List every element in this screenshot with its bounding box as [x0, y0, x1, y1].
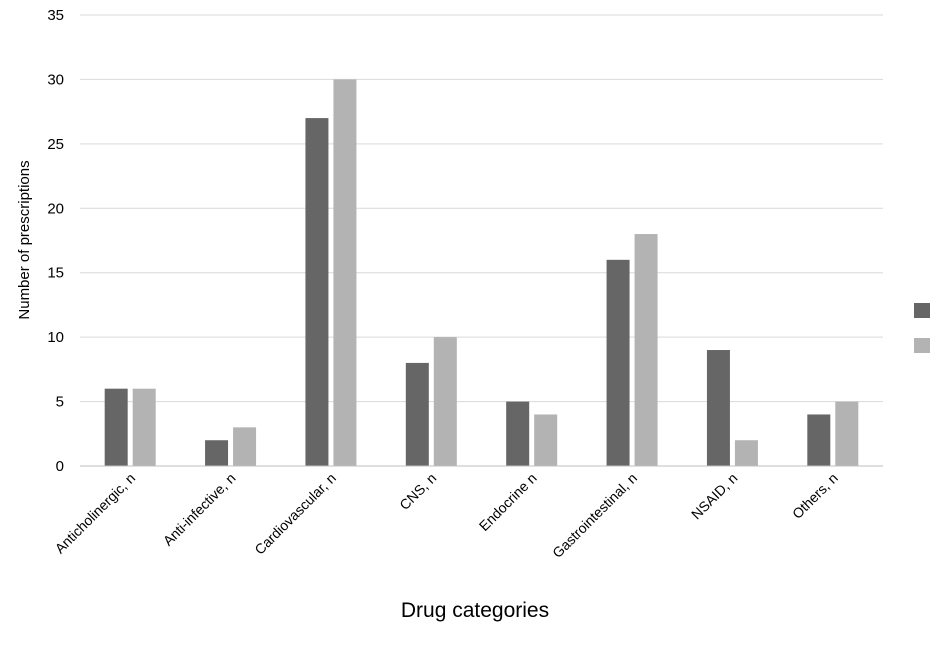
- y-tick-label: 10: [47, 329, 64, 346]
- bar: [835, 401, 859, 466]
- y-tick-label: 35: [47, 7, 64, 24]
- y-tick-label: 25: [47, 136, 64, 153]
- bar: [104, 388, 128, 466]
- bar: [305, 118, 329, 466]
- x-tick-label: CNS, n: [396, 470, 439, 513]
- bar: [606, 259, 630, 466]
- y-tick-label: 20: [47, 200, 64, 217]
- x-tick-label: Endocrine n: [476, 470, 540, 534]
- bar: [132, 388, 156, 466]
- bar: [634, 234, 658, 466]
- bar: [205, 440, 229, 466]
- x-axis-title: Drug categories: [401, 599, 549, 622]
- x-tick-label: Gastrointestinal, n: [549, 470, 640, 561]
- y-axis-title: Number of prescriptions: [16, 160, 33, 319]
- bar: [433, 337, 457, 466]
- y-tick-labels: 0 5 10 15 20 25 30 35: [47, 7, 64, 475]
- gridlines: [80, 14, 883, 403]
- bar: [734, 440, 758, 466]
- bar: [506, 401, 530, 466]
- x-tick-labels: Anticholinergic, n Anti-infective, n Cardi…: [52, 470, 841, 561]
- y-tick-label: 30: [47, 71, 64, 88]
- legend: [914, 303, 930, 353]
- bar: [534, 414, 558, 466]
- bars: [104, 79, 859, 466]
- x-tick-label: Anticholinergic, n: [52, 470, 139, 557]
- x-tick-label: Cardiovascular, n: [251, 470, 339, 558]
- y-tick-label: 15: [47, 265, 64, 282]
- bar: [233, 427, 257, 466]
- y-tick-label: 0: [56, 458, 64, 475]
- legend-swatch: [914, 338, 930, 353]
- bar: [333, 79, 357, 466]
- legend-swatch: [914, 303, 930, 318]
- x-tick-label: Anti-infective, n: [160, 470, 239, 549]
- x-tick-label: NSAID, n: [688, 470, 741, 523]
- x-tick-label: Others, n: [789, 470, 841, 522]
- bar: [405, 362, 429, 466]
- bar: [706, 350, 730, 466]
- bar: [807, 414, 831, 466]
- y-tick-label: 5: [56, 394, 64, 411]
